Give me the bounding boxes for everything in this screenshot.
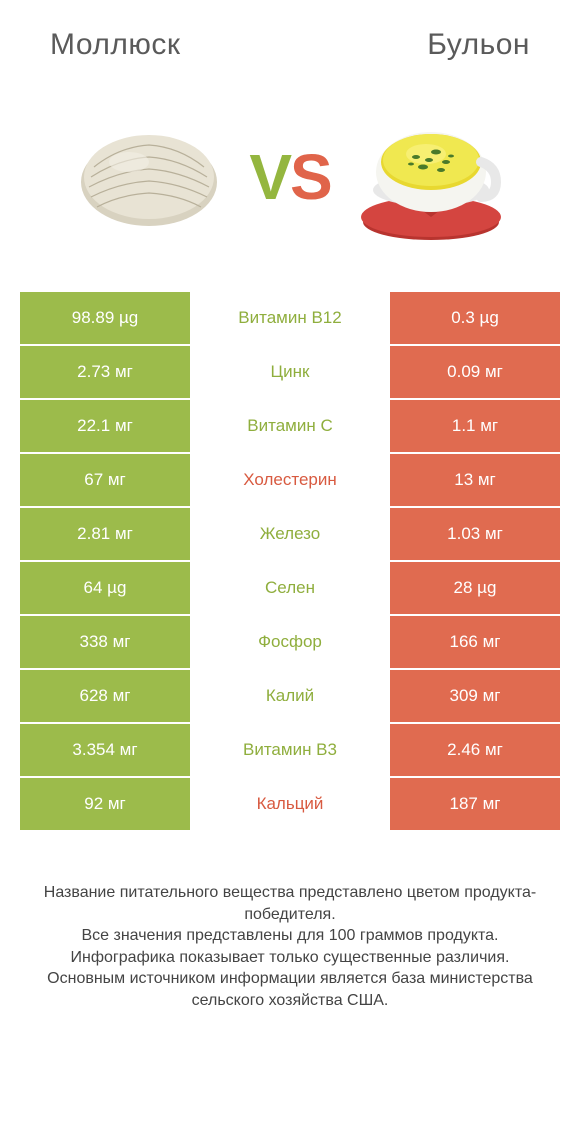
right-food-image: [351, 102, 511, 252]
right-value: 1.03 мг: [390, 508, 560, 560]
footer-line: Инфографика показывает только существенн…: [30, 947, 550, 969]
left-value: 338 мг: [20, 616, 190, 668]
right-food-title: Бульон: [427, 28, 530, 62]
left-food-title: Моллюск: [50, 28, 181, 62]
left-value: 92 мг: [20, 778, 190, 830]
nutrient-label: Витамин B12: [190, 292, 390, 344]
right-value: 28 µg: [390, 562, 560, 614]
left-value: 22.1 мг: [20, 400, 190, 452]
nutrient-label: Фосфор: [190, 616, 390, 668]
comparison-table: 98.89 µgВитамин B120.3 µg2.73 мгЦинк0.09…: [0, 292, 580, 830]
left-value: 64 µg: [20, 562, 190, 614]
nutrient-label: Железо: [190, 508, 390, 560]
footer-line: Основным источником информации является …: [30, 968, 550, 1011]
right-value: 0.09 мг: [390, 346, 560, 398]
nutrient-label: Витамин C: [190, 400, 390, 452]
left-food-image: [69, 102, 229, 252]
vs-label: VS: [249, 140, 330, 214]
table-row: 338 мгФосфор166 мг: [20, 616, 560, 668]
images-row: VS: [0, 72, 580, 292]
table-row: 628 мгКалий309 мг: [20, 670, 560, 722]
table-row: 67 мгХолестерин13 мг: [20, 454, 560, 506]
nutrient-label: Витамин B3: [190, 724, 390, 776]
right-value: 187 мг: [390, 778, 560, 830]
table-row: 2.81 мгЖелезо1.03 мг: [20, 508, 560, 560]
right-value: 1.1 мг: [390, 400, 560, 452]
left-value: 628 мг: [20, 670, 190, 722]
left-value: 67 мг: [20, 454, 190, 506]
nutrient-label: Калий: [190, 670, 390, 722]
right-value: 13 мг: [390, 454, 560, 506]
vs-v: V: [249, 141, 290, 213]
left-value: 2.73 мг: [20, 346, 190, 398]
right-value: 166 мг: [390, 616, 560, 668]
nutrient-label: Цинк: [190, 346, 390, 398]
table-row: 2.73 мгЦинк0.09 мг: [20, 346, 560, 398]
table-row: 3.354 мгВитамин B32.46 мг: [20, 724, 560, 776]
table-row: 98.89 µgВитамин B120.3 µg: [20, 292, 560, 344]
header: Моллюск Бульон: [0, 0, 580, 72]
right-value: 2.46 мг: [390, 724, 560, 776]
right-value: 309 мг: [390, 670, 560, 722]
nutrient-label: Селен: [190, 562, 390, 614]
nutrient-label: Кальций: [190, 778, 390, 830]
table-row: 64 µgСелен28 µg: [20, 562, 560, 614]
left-value: 3.354 мг: [20, 724, 190, 776]
footer-text: Название питательного вещества представл…: [0, 832, 580, 1012]
nutrient-label: Холестерин: [190, 454, 390, 506]
footer-line: Название питательного вещества представл…: [30, 882, 550, 925]
left-value: 2.81 мг: [20, 508, 190, 560]
vs-s: S: [290, 141, 331, 213]
table-row: 22.1 мгВитамин C1.1 мг: [20, 400, 560, 452]
right-value: 0.3 µg: [390, 292, 560, 344]
table-row: 92 мгКальций187 мг: [20, 778, 560, 830]
footer-line: Все значения представлены для 100 граммо…: [30, 925, 550, 947]
left-value: 98.89 µg: [20, 292, 190, 344]
